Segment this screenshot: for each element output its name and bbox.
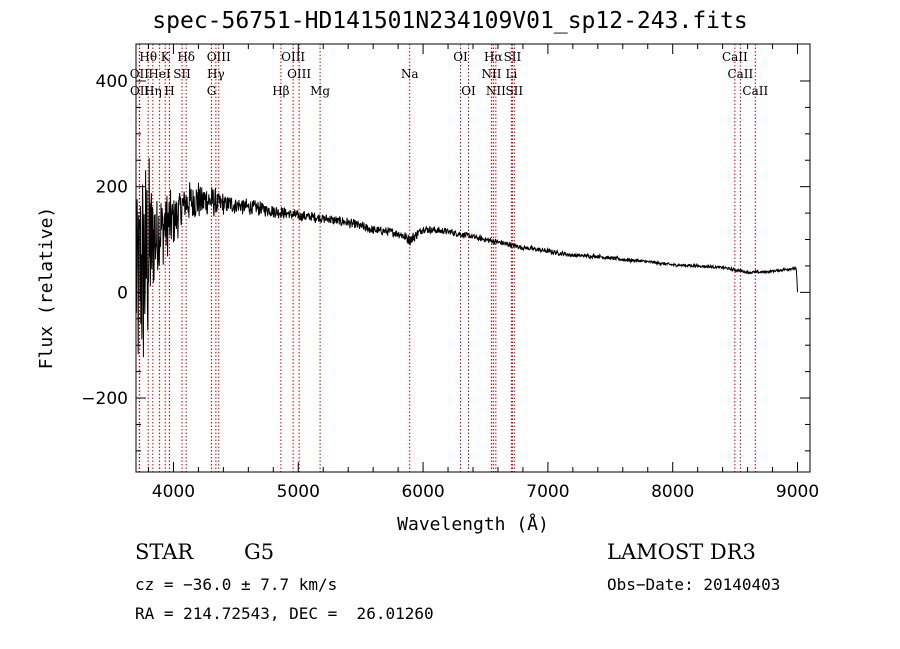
x-tick-label: 7000 (526, 482, 569, 502)
line-label: OIII (281, 50, 305, 64)
line-label: Hβ (272, 84, 289, 98)
line-label: Na (401, 67, 419, 81)
line-label: OII (130, 84, 150, 98)
chart-title: spec-56751-HD141501N234109V01_sp12-243.f… (152, 8, 748, 34)
line-label: G (207, 84, 217, 98)
y-tick-label: −200 (81, 389, 128, 409)
y-tick-label: 200 (96, 178, 128, 198)
observation-date: Obs−Date: 20140403 (607, 575, 781, 594)
line-label: NII (486, 84, 506, 98)
line-label: HeI (148, 67, 171, 81)
line-label: Hθ (139, 50, 157, 64)
spectrum-series-line (135, 158, 798, 358)
survey-name: LAMOST DR3 (607, 540, 756, 564)
object-class: STAR (135, 540, 194, 564)
line-label: OII (130, 67, 150, 81)
x-tick-label: 5000 (277, 482, 320, 502)
x-tick-label: 6000 (401, 482, 444, 502)
x-tick-label: 9000 (776, 482, 819, 502)
line-label: Mg (310, 84, 330, 98)
y-tick-label: 400 (96, 72, 128, 92)
line-label: H (164, 84, 174, 98)
y-tick-label: 0 (117, 283, 128, 303)
line-label: Hη (144, 84, 162, 98)
line-label: SII (505, 84, 523, 98)
x-tick-label: 8000 (651, 482, 694, 502)
x-axis-label: Wavelength (Å) (397, 513, 549, 535)
line-label: CaII (742, 84, 768, 98)
plot-frame (135, 43, 811, 473)
line-label: NII (481, 67, 501, 81)
spectral-subclass: G5 (244, 540, 275, 564)
line-label: OIII (207, 50, 231, 64)
y-axis-label: Flux (relative) (36, 207, 57, 370)
line-label: OI (453, 50, 468, 64)
line-label: K (161, 50, 171, 64)
redshift-cz: cz = −36.0 ± 7.7 km/s (135, 575, 338, 594)
line-label: CaII (727, 67, 753, 81)
line-label: Hδ (177, 50, 195, 64)
line-label: OI (461, 84, 476, 98)
line-label: Li (506, 67, 518, 81)
line-label: OIII (287, 67, 311, 81)
axis-ticks-layer: 4000 5000 6000 7000 8000 9000 −200 0 200 400 (81, 44, 819, 502)
coordinates: RA = 214.72543, DEC = 26.01260 (135, 604, 434, 623)
x-tick-label: 4000 (152, 482, 195, 502)
line-label: CaII (722, 50, 748, 64)
line-label: SII (504, 50, 522, 64)
line-label: SII (173, 67, 191, 81)
line-label: Hα (484, 50, 503, 64)
line-label: Hγ (207, 67, 225, 81)
line-markers-layer (138, 44, 756, 472)
